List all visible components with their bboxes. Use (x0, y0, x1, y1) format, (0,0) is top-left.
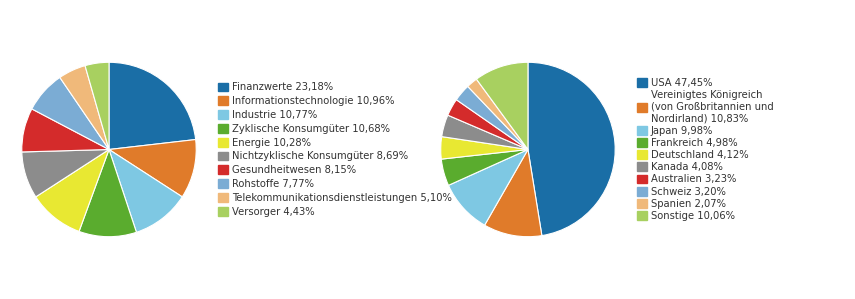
Wedge shape (60, 66, 109, 150)
Wedge shape (21, 109, 109, 152)
Wedge shape (449, 150, 528, 225)
Wedge shape (85, 62, 109, 150)
Wedge shape (441, 150, 528, 185)
Wedge shape (528, 62, 615, 236)
Wedge shape (457, 86, 528, 150)
Wedge shape (22, 150, 109, 197)
Wedge shape (476, 62, 528, 150)
Wedge shape (109, 62, 196, 150)
Wedge shape (109, 150, 182, 232)
Wedge shape (32, 77, 109, 150)
Wedge shape (448, 100, 528, 150)
Wedge shape (441, 137, 528, 159)
Wedge shape (36, 150, 109, 231)
Legend: USA 47,45%, Vereinigtes Königreich
(von Großbritannien und
Nordirland) 10,83%, J: USA 47,45%, Vereinigtes Königreich (von … (637, 78, 774, 221)
Wedge shape (442, 115, 528, 150)
Legend: Finanzwerte 23,18%, Informationstechnologie 10,96%, Industrie 10,77%, Zyklische : Finanzwerte 23,18%, Informationstechnolo… (218, 83, 452, 216)
Wedge shape (79, 150, 137, 237)
Wedge shape (485, 150, 542, 237)
Wedge shape (468, 79, 528, 150)
Wedge shape (109, 140, 196, 197)
